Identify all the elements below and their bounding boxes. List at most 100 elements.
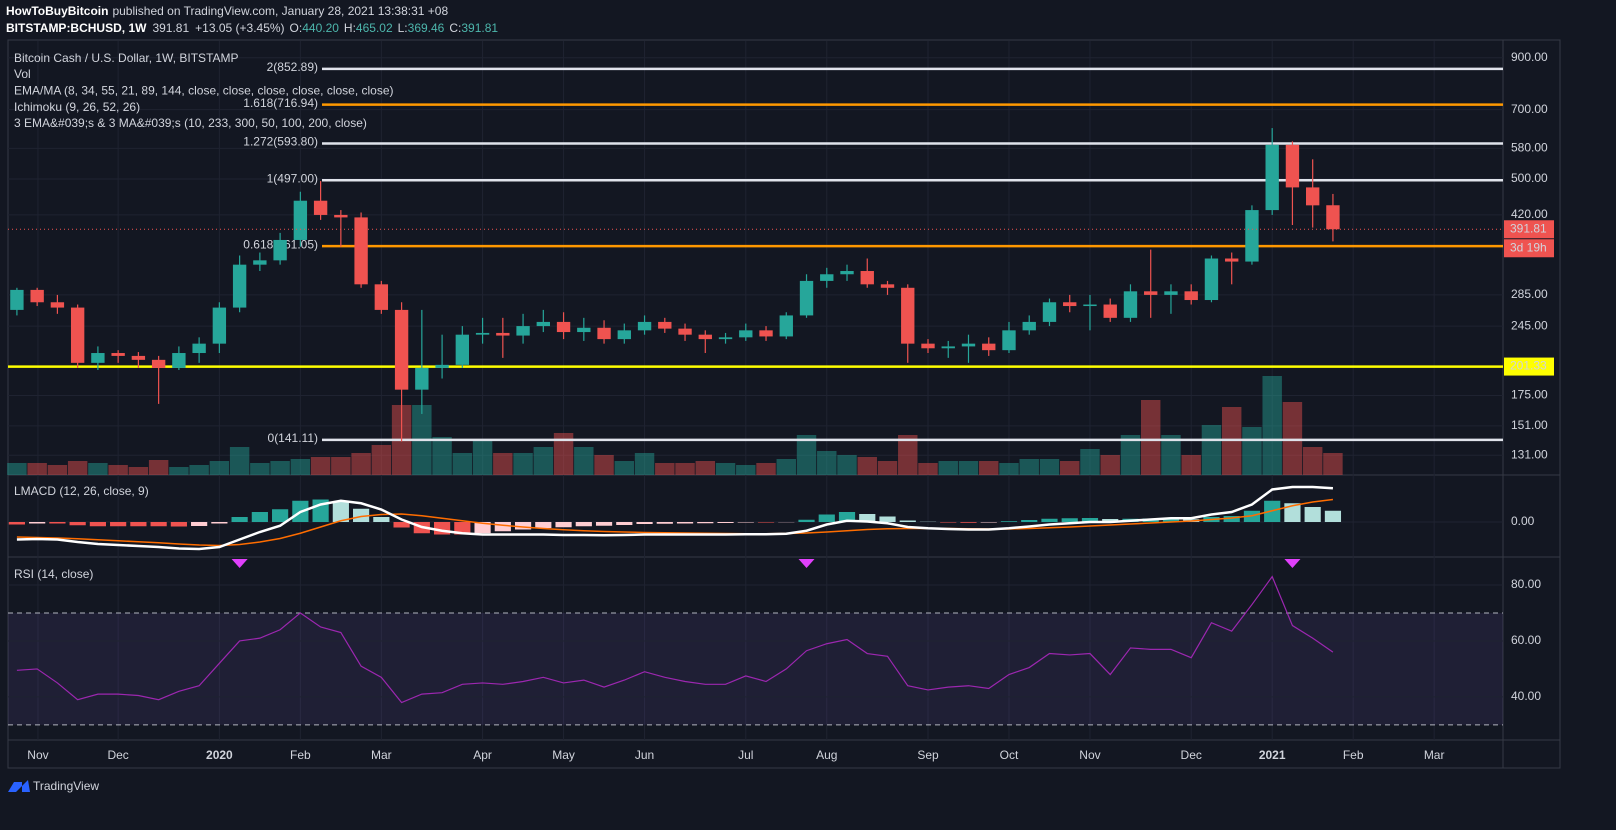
volume-bar — [27, 463, 47, 475]
candle-body — [1042, 302, 1057, 322]
rsi-band — [8, 612, 1503, 725]
macd-histogram-bar — [1284, 503, 1301, 522]
hline-label-box — [1504, 357, 1554, 376]
candle-body — [91, 353, 105, 363]
candle-body — [678, 328, 692, 335]
candle-body — [232, 264, 247, 308]
macd-histogram-bar — [474, 522, 491, 534]
volume-bar — [898, 435, 918, 475]
macd-histogram-bar — [1061, 518, 1078, 522]
last-price-box — [1504, 220, 1554, 239]
candle-body — [1002, 330, 1016, 351]
macd-histogram-bar — [393, 522, 410, 528]
candle-body — [1184, 291, 1198, 301]
y-tick-label: 580.00 — [1511, 141, 1548, 155]
macd-histogram-bar — [535, 522, 552, 528]
header-line: HowToBuyBitcoin published on TradingView.… — [6, 4, 448, 18]
volume-bar — [675, 463, 695, 475]
x-tick-label: 2021 — [1259, 748, 1286, 762]
volume-bar — [655, 463, 675, 475]
volume-bar — [7, 463, 27, 475]
change: +13.05 (+3.45%) — [195, 21, 284, 35]
volume-bar — [1080, 449, 1100, 475]
macd-histogram-bar — [272, 509, 289, 522]
volume-bar — [715, 463, 736, 475]
candle-body — [739, 330, 753, 338]
fib-label: 2(852.89) — [267, 60, 318, 74]
macd-histogram-bar — [697, 522, 714, 524]
macd-histogram-bar — [656, 522, 673, 524]
macd-histogram-bar — [838, 512, 856, 522]
volume-bar — [1242, 427, 1262, 475]
candle-body — [961, 343, 976, 347]
footer-logo[interactable] — [8, 780, 30, 792]
volume-bar — [371, 445, 392, 475]
volume-bar — [736, 465, 756, 475]
pane-title: RSI (14, close) — [14, 567, 93, 581]
volume-bar — [999, 463, 1019, 475]
volume-bar — [1039, 459, 1060, 475]
candle-body — [759, 330, 773, 337]
candle-body — [415, 367, 429, 390]
volume-bar — [1201, 425, 1222, 475]
candle-body — [313, 200, 328, 215]
footer-brand[interactable]: TradingView — [33, 779, 99, 793]
author: HowToBuyBitcoin — [6, 4, 108, 18]
pane-title: Bitcoin Cash / U.S. Dollar, 1W, BITSTAMP — [14, 51, 239, 65]
indicator-legend: EMA/MA (8, 34, 55, 21, 89, 144, close, c… — [14, 83, 394, 97]
volume-bar — [1100, 455, 1120, 475]
volume-bar — [776, 459, 796, 475]
macd-histogram-bar — [130, 522, 147, 527]
x-tick-label: Feb — [1343, 748, 1364, 762]
candle-body — [354, 217, 368, 285]
x-tick-label: Feb — [290, 748, 311, 762]
macd-histogram-bar — [373, 517, 390, 522]
macd-histogram-bar — [1102, 519, 1119, 522]
macd-histogram-bar — [717, 522, 734, 523]
candle-body — [658, 321, 672, 329]
candle-body — [880, 284, 895, 288]
candle-body — [799, 280, 814, 316]
ohlc-value: 465.02 — [356, 21, 393, 35]
macd-histogram-bar — [49, 522, 66, 524]
volume-bar — [634, 453, 655, 475]
published: published on TradingView.com, January 28… — [112, 4, 448, 18]
volume-bar — [209, 461, 230, 475]
fib-label: 1.272(593.80) — [243, 135, 318, 149]
candle-body — [273, 239, 287, 261]
y-tick-label: 151.00 — [1511, 418, 1548, 432]
candle-body — [779, 315, 793, 337]
candle-body — [1063, 302, 1077, 307]
logo-icon[interactable] — [8, 780, 30, 792]
candle-body — [536, 321, 550, 327]
x-tick-label: Nov — [27, 748, 48, 762]
candle-body — [820, 274, 834, 281]
macd-histogram-bar — [211, 522, 228, 524]
x-tick-label: Jul — [738, 748, 753, 762]
y-tick-label: 0.00 — [1511, 514, 1535, 528]
macd-histogram-bar — [191, 522, 208, 526]
volume-bar — [331, 457, 351, 475]
x-tick-label: 2020 — [206, 748, 233, 762]
y-tick-label: 80.00 — [1511, 577, 1541, 591]
volume-bar — [472, 440, 493, 475]
volume-bar — [1120, 435, 1141, 475]
macd-histogram-bar — [454, 522, 471, 535]
macd-line — [16, 485, 1334, 551]
candle-body — [1326, 205, 1340, 230]
countdown-label: 3d 19h — [1510, 240, 1547, 254]
x-tick-label: Aug — [816, 748, 837, 762]
macd-histogram-bar — [1223, 516, 1240, 522]
volume-bar — [1323, 453, 1343, 475]
candle-body — [941, 346, 955, 349]
x-tick-label: Mar — [371, 748, 392, 762]
volume-bar — [128, 467, 149, 475]
volume-bar — [189, 465, 209, 475]
candle-body — [516, 326, 530, 336]
candle-body — [860, 271, 874, 285]
volume-bar — [452, 453, 473, 475]
volume-bar — [1060, 461, 1080, 475]
candle-body — [718, 337, 733, 340]
candle-body — [840, 271, 854, 275]
